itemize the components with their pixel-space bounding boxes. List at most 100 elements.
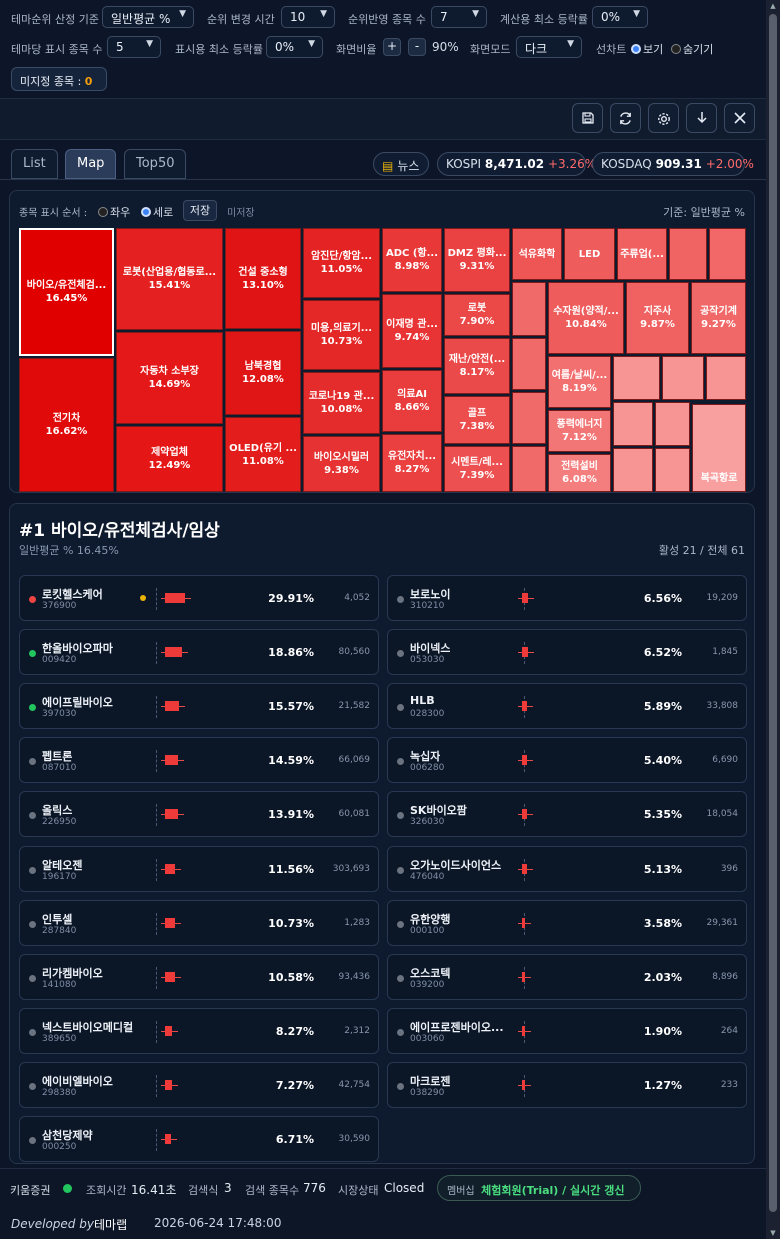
theme-tile[interactable]: 미용,의료기... 10.73% [303,300,380,370]
stock-card[interactable]: HLB 028300 5.89% 33,808 [387,683,747,730]
stock-code: 326030 [410,817,445,828]
sort-basis-select[interactable]: 일반평균 % ▼ [102,6,194,28]
theme-tile[interactable]: 유전자치... 8.27% [382,434,442,492]
membership-badge: 멤버십 체험회원(Trial) / 실시간 갱신 [437,1175,641,1201]
theme-tile[interactable]: 재난/안전(... 8.17% [444,338,510,394]
stock-card[interactable]: 에이프로젠바이오... 003060 1.90% 264 [387,1007,747,1054]
theme-tile[interactable]: 풍력에너지 7.12% [548,410,611,452]
theme-tile[interactable]: 바이오시밀러 9.38% [303,436,380,492]
theme-tile[interactable] [669,228,707,280]
theme-tile-name: 수자원(양적/... [553,306,619,317]
refresh-button[interactable] [610,103,641,133]
stock-card[interactable]: 알테오젠 196170 11.56% 303,693 [19,845,379,892]
theme-tile[interactable]: 로봇(산업용/협동로... 15.41% [116,228,223,330]
save-button[interactable] [572,103,603,133]
theme-tile[interactable]: LED [564,228,615,280]
stock-card[interactable]: 유한양행 000100 3.58% 29,361 [387,899,747,946]
theme-tile[interactable]: 남북경협 12.08% [225,331,301,415]
theme-tile[interactable]: ADC (항... 8.98% [382,228,442,292]
stock-card[interactable]: 올릭스 226950 13.91% 60,081 [19,791,379,838]
stock-card[interactable]: 바이넥스 053030 6.52% 1,845 [387,629,747,676]
theme-tile-empty[interactable] [706,356,746,400]
stock-card[interactable]: 한올바이오파마 009420 18.86% 80,560 [19,629,379,676]
theme-tile-empty[interactable] [512,392,546,444]
theme-tile[interactable]: 암진단/항암... 11.05% [303,228,380,298]
line-chart-hide-radio[interactable]: 숨기기 [671,41,713,57]
theme-tile-pct: 8.98% [394,261,430,272]
theme-tile[interactable]: 지주사 9.87% [626,282,689,354]
stock-card[interactable]: 보로노이 310210 6.56% 19,209 [387,575,747,621]
tab-map[interactable]: Map [65,149,117,179]
stock-card[interactable]: 로킷헬스케어 376900 29.91% 4,052 [19,575,379,621]
order-save-button[interactable]: 저장 [183,200,217,221]
theme-tile[interactable]: 공작기계 9.27% [691,282,746,354]
rank-change-select[interactable]: 10 ▼ [281,6,335,28]
tab-list[interactable]: List [11,149,58,179]
theme-tile-pct: 8.27% [394,464,430,475]
display-min-select[interactable]: 0% ▼ [266,36,323,58]
scrollbar-thumb[interactable] [769,14,777,1212]
theme-tile-name: 풍력에너지 [556,419,603,430]
theme-tile-empty[interactable] [512,446,546,492]
theme-tile[interactable]: 주류업(... [617,228,667,280]
stock-card[interactable]: 에이프릴바이오 397030 15.57% 21,582 [19,683,379,730]
theme-tile-empty[interactable] [613,356,660,400]
theme-tile-empty[interactable] [655,402,690,446]
mode-select[interactable]: 다크 ▼ [516,36,582,58]
download-button[interactable] [686,103,717,133]
stock-card[interactable]: 인투셀 287840 10.73% 1,283 [19,899,379,946]
per-theme-select[interactable]: 5 ▼ [107,36,161,58]
stock-card[interactable]: 오가노이드사이언스 476040 5.13% 396 [387,845,747,892]
close-button[interactable] [724,103,755,133]
theme-tile[interactable]: DMZ 평화... 9.31% [444,228,510,292]
theme-tile-empty[interactable] [512,338,546,390]
theme-tile[interactable]: 자동차 소부장 14.69% [116,332,223,424]
line-chart-show-radio[interactable]: 보기 [631,41,663,57]
theme-tile-empty[interactable] [655,448,690,492]
page-scrollbar[interactable]: ▲ ▼ [766,0,780,1239]
theme-tile-empty[interactable] [613,402,653,446]
theme-tile[interactable]: 골프 7.38% [444,396,510,444]
stock-card[interactable]: 넥스트바이오메디컬 389650 8.27% 2,312 [19,1007,379,1054]
candle-body [522,593,528,603]
unassigned-stocks-button[interactable]: 미지정 종목 : 0 [11,67,107,91]
stock-card[interactable]: 펩트론 087010 14.59% 66,069 [19,737,379,784]
theme-tile[interactable] [709,228,746,280]
stock-card[interactable]: 삼천당제약 000250 6.71% 30,590 [19,1116,379,1162]
stock-card[interactable]: 녹십자 006280 5.40% 6,690 [387,737,747,784]
stock-card[interactable]: 에이비엘바이오 298380 7.27% 42,754 [19,1061,379,1108]
theme-tile-empty[interactable] [662,356,704,400]
theme-tile[interactable]: 코로나19 관... 10.08% [303,372,380,434]
theme-tile[interactable]: 수자원(양적/... 10.84% [548,282,624,354]
theme-tile-empty[interactable] [512,282,546,336]
stock-card[interactable]: 마크로젠 038290 1.27% 233 [387,1061,747,1108]
theme-tile-empty[interactable] [613,448,653,492]
theme-tile[interactable]: 제약업체 12.49% [116,426,223,492]
scroll-down-icon[interactable]: ▼ [770,1229,776,1237]
theme-tile[interactable]: 이재명 관... 9.74% [382,294,442,368]
theme-tile[interactable]: 시멘트/레... 7.39% [444,446,510,492]
theme-tile[interactable]: 바이오/유전체검... 16.45% [19,228,114,356]
theme-tile[interactable]: 전력설비 6.08% [548,454,611,492]
news-button[interactable]: ▤ 뉴스 [373,152,429,176]
stock-card[interactable]: SK바이오팜 326030 5.35% 18,054 [387,791,747,838]
order-lr-radio[interactable]: 좌우 [98,204,130,220]
stock-card[interactable]: 오스코텍 039200 2.03% 8,896 [387,953,747,1000]
theme-tile[interactable]: 로봇 7.90% [444,294,510,336]
tab-top50[interactable]: Top50 [124,149,187,179]
theme-tile[interactable]: 전기차 16.62% [19,358,114,492]
theme-tile[interactable]: 의료AI 8.66% [382,370,442,432]
rank-count-select[interactable]: 7 ▼ [431,6,487,28]
order-tb-radio[interactable]: 세로 [141,204,173,220]
theme-tile[interactable]: 건설 중소형 13.10% [225,228,301,329]
scroll-up-icon[interactable]: ▲ [770,2,776,10]
theme-tile[interactable]: 석유화학 [512,228,562,280]
ratio-plus-button[interactable]: + [383,38,401,56]
settings-button[interactable] [648,103,679,133]
stock-card[interactable]: 리가켐바이오 141080 10.58% 93,436 [19,953,379,1000]
ratio-minus-button[interactable]: - [408,38,426,56]
theme-tile[interactable]: 여름/날씨/... 8.19% [548,356,611,408]
theme-tile[interactable]: 복곡항로 [692,404,746,492]
theme-tile[interactable]: OLED(유기 ... 11.08% [225,417,301,492]
calc-min-select[interactable]: 0% ▼ [592,6,648,28]
